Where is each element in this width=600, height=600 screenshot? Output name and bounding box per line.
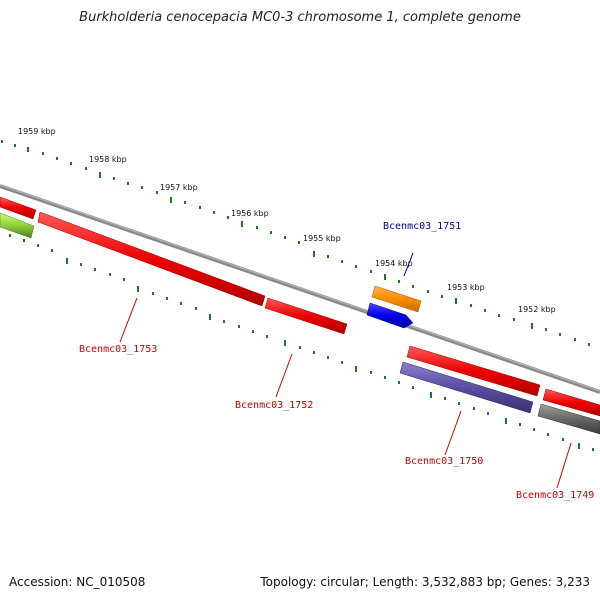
gene-label-1750[interactable]: Bcenmc03_1750 xyxy=(405,456,483,467)
label-leaders xyxy=(119,252,572,489)
feature-red-right-edge[interactable] xyxy=(542,388,600,417)
accession-text: Accession: NC_010508 xyxy=(9,575,146,589)
scale-label-1958: 1958 kbp xyxy=(89,155,127,164)
gene-bcenmc03-1750[interactable] xyxy=(399,361,534,414)
upper-features xyxy=(0,196,422,335)
lower-features xyxy=(399,345,600,435)
scale-label-1957: 1957 kbp xyxy=(160,183,198,192)
outer-tick-track xyxy=(1,140,590,346)
leader-1753 xyxy=(119,297,138,343)
leader-1751 xyxy=(403,252,414,277)
scale-labels: 1959 kbp 1958 kbp 1957 kbp 1956 kbp 1955… xyxy=(18,127,556,314)
gene-label-1752[interactable]: Bcenmc03_1752 xyxy=(235,400,313,411)
topology-stats-text: Topology: circular; Length: 3,532,883 bp… xyxy=(260,575,590,589)
gene-label-1751[interactable]: Bcenmc03_1751 xyxy=(383,221,461,232)
leader-1752 xyxy=(275,353,293,398)
scale-label-1956: 1956 kbp xyxy=(231,209,269,218)
gene-bcenmc03-1752[interactable] xyxy=(264,297,348,335)
backbone-highlight xyxy=(0,184,600,392)
feature-red-1750-upper[interactable] xyxy=(406,345,541,397)
gene-bcenmc03-1749[interactable] xyxy=(537,403,600,435)
gene-label-1753[interactable]: Bcenmc03_1753 xyxy=(79,344,157,355)
feature-blue-arrow[interactable] xyxy=(366,302,414,329)
backbone-line xyxy=(0,184,600,394)
feature-green-left-edge[interactable] xyxy=(0,212,35,239)
inner-tick-track xyxy=(9,234,594,451)
gene-bcenmc03-1753[interactable] xyxy=(37,211,266,307)
map-title: Burkholderia cenocepacia MC0-3 chromosom… xyxy=(79,10,521,25)
scale-label-1952: 1952 kbp xyxy=(518,305,556,314)
feature-red-left-edge[interactable] xyxy=(0,196,37,220)
scale-label-1955: 1955 kbp xyxy=(303,234,341,243)
scale-label-1953: 1953 kbp xyxy=(447,283,485,292)
gene-labels: Bcenmc03_1751 Bcenmc03_1753 Bcenmc03_175… xyxy=(79,221,594,501)
gene-bcenmc03-1751[interactable] xyxy=(371,285,422,313)
scale-label-1954: 1954 kbp xyxy=(375,259,413,268)
leader-1750 xyxy=(444,410,462,456)
gene-label-1749[interactable]: Bcenmc03_1749 xyxy=(516,490,594,501)
leader-1749 xyxy=(556,442,572,489)
scale-label-1959: 1959 kbp xyxy=(18,127,56,136)
